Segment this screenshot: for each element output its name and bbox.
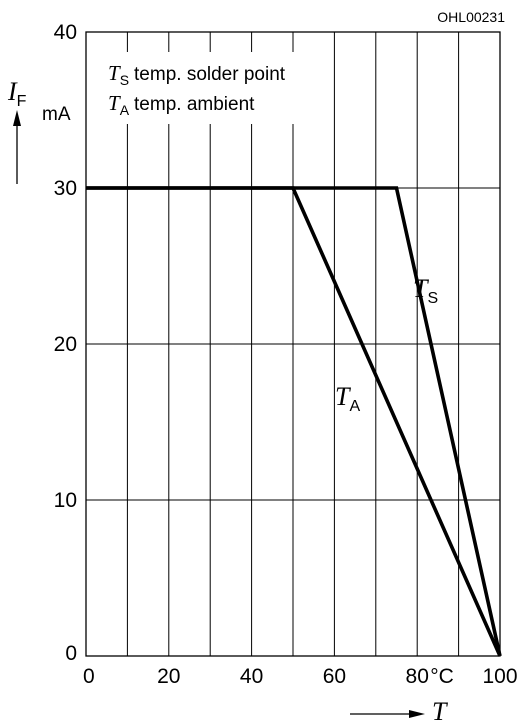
legend-solder-symbol: T	[108, 61, 121, 85]
y-tick-label-1: 10	[54, 489, 77, 512]
y-axis-symbol: I	[7, 77, 18, 106]
grid-lines	[85, 31, 501, 657]
y-tick-labels: 0 10 20 30 40	[54, 21, 77, 665]
x-axis-arrow	[350, 710, 425, 718]
curve-label-solder-symbol: T	[413, 274, 429, 303]
legend-solder-text: temp. solder point	[134, 64, 286, 85]
legend-entry-ambient: TA temp. ambient	[108, 91, 255, 118]
legend-solder-subscript: S	[120, 72, 129, 88]
x-axis-symbol: T	[432, 697, 448, 726]
series-line-a	[86, 186, 502, 657]
plot-frame	[85, 31, 501, 657]
legend-box	[104, 52, 300, 124]
curve-label-ambient-subscript: A	[349, 398, 360, 415]
legend-entry-solder: TS temp. solder point	[108, 61, 286, 88]
y-tick-label-2: 20	[54, 333, 77, 356]
legend-ambient-text: temp. ambient	[134, 94, 255, 115]
y-axis-unit: mA	[42, 104, 71, 125]
x-tick-label-1: 20	[157, 665, 180, 688]
y-axis-subscript: F	[17, 93, 27, 110]
figure-code: OHL00231	[437, 9, 505, 25]
x-axis-unit: °C	[430, 665, 454, 688]
legend-ambient-subscript: A	[120, 102, 130, 118]
curve-label-solder-subscript: S	[427, 290, 438, 307]
y-axis-arrow	[13, 110, 21, 184]
x-tick-label-2: 40	[240, 665, 263, 688]
legend-ambient-symbol: T	[108, 91, 121, 115]
curve-label-ambient-symbol: T	[335, 382, 351, 411]
x-tick-label-0: 0	[83, 665, 95, 688]
y-tick-label-4: 40	[54, 21, 77, 44]
x-tick-label-4: 80	[406, 665, 429, 688]
y-tick-label-3: 30	[54, 177, 77, 200]
curves	[86, 186, 502, 657]
y-axis-label: IF	[7, 77, 27, 110]
x-tick-labels: 0 20 40 60 80 100	[83, 665, 518, 688]
x-tick-label-5: 100	[482, 665, 517, 688]
x-tick-label-3: 60	[323, 665, 346, 688]
curve-label-ambient: TA	[335, 382, 360, 415]
y-tick-label-0: 0	[65, 642, 77, 665]
curve-label-solder: TS	[413, 274, 438, 307]
